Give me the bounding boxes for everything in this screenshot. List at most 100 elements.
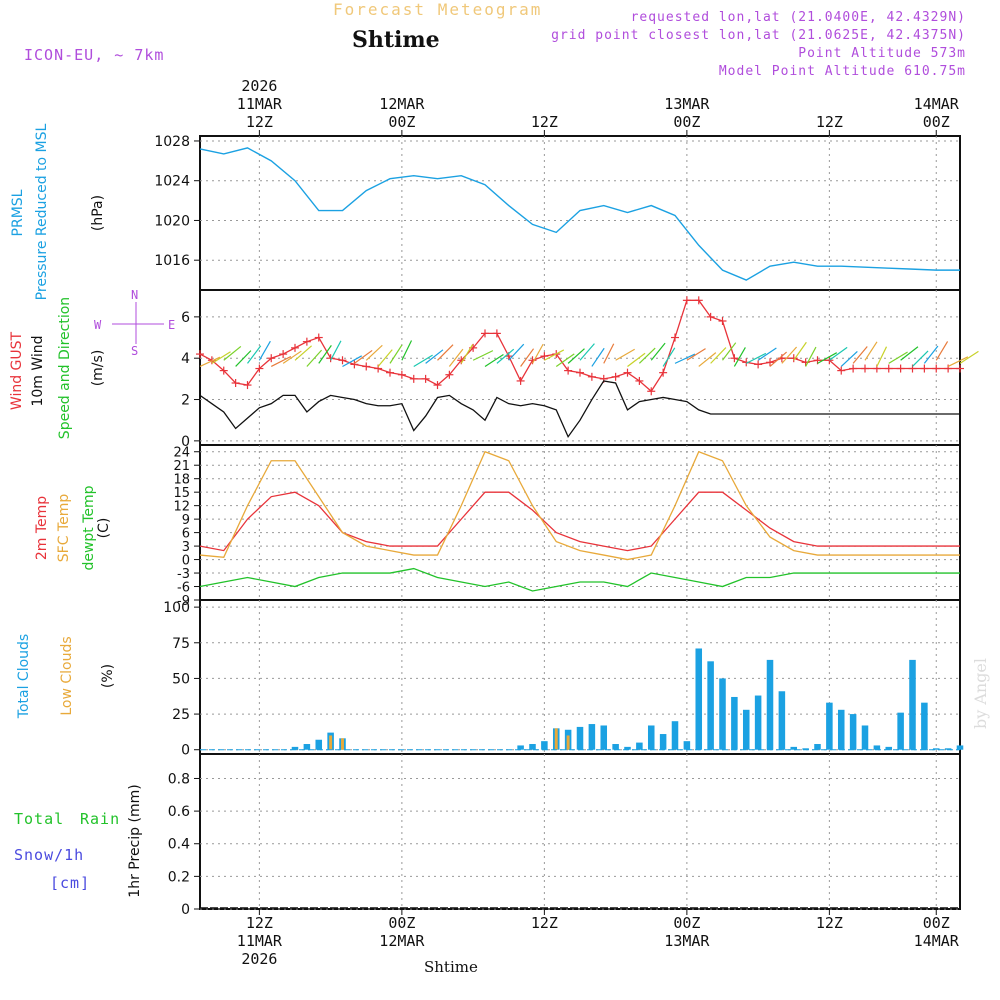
tick-text: 12Z: [245, 113, 273, 131]
tick-text: 12Z: [815, 914, 843, 932]
tick-text: 14MAR: [913, 932, 959, 950]
ytick-label-wind-0: 0: [181, 434, 190, 450]
tick-text: 00Z: [673, 914, 701, 932]
wind-arrow-5: [258, 340, 271, 361]
wind-arrow-30: [555, 353, 575, 367]
ytick-label-temperature-10: 21: [173, 459, 190, 474]
series-line-wind-gust: [199, 299, 960, 393]
total-cloud-bar-16: [647, 725, 655, 750]
ytick-label-temperature-3: 0: [182, 554, 190, 569]
wind-arrow-18: [413, 354, 433, 367]
wind-arrow-25: [496, 348, 515, 364]
ytick-label-precip-4: 0.8: [168, 771, 190, 787]
panel-frame-temperature: [199, 444, 961, 601]
ytick-label-clouds-3: 75: [172, 636, 190, 652]
wind-arrow-4: [247, 345, 262, 364]
total-cloud-bar-40: [932, 748, 940, 750]
wind-arrow-34: [603, 343, 615, 364]
wind-arrow-36: [627, 352, 646, 367]
total-cloud-bar-35: [873, 745, 881, 750]
bottom-tick-0: 12Z 11MAR 2026: [214, 914, 304, 968]
wind-arrow-23: [472, 350, 494, 361]
wind-arrow-6: [270, 355, 292, 368]
tick-text: 13MAR: [664, 95, 710, 113]
top-tick-2: 12Z: [499, 113, 589, 131]
ytick-label-pressure-1: 1020: [154, 213, 190, 229]
total-cloud-bar-21: [707, 661, 714, 750]
wind-arrow-12: [342, 355, 363, 367]
wind-arrow-43: [710, 347, 727, 364]
wind-arrow-26: [508, 343, 525, 361]
total-cloud-bar-11: [588, 724, 596, 750]
tick-text: 00Z: [673, 113, 701, 131]
total-cloud-bar-17: [659, 734, 667, 750]
compass-e: E: [168, 318, 176, 332]
tick-text: 14MAR: [913, 95, 959, 113]
total-cloud-bar-5: [517, 745, 524, 750]
wind-arrow-62: [935, 341, 949, 361]
wind-arrow-0: [199, 356, 221, 368]
tick-text: 00Z: [922, 113, 950, 131]
total-cloud-bar-1: [303, 744, 311, 750]
total-cloud-bar-28: [790, 746, 798, 750]
wind-arrow-58: [888, 351, 908, 364]
wind-arrow-54: [840, 351, 858, 367]
total-cloud-bar-15: [636, 742, 643, 750]
series-line-2m-temp: [199, 491, 960, 552]
ytick-label-temperature-7: 12: [173, 500, 190, 515]
series-line-sfc-temp: [199, 450, 960, 561]
wind-arrow-22: [460, 344, 474, 364]
total-cloud-bar-10: [576, 726, 584, 750]
panel-frame-wind: [199, 289, 961, 446]
gridpoint-coords: grid point closest lon,lat (21.0625E, 42…: [551, 28, 966, 43]
total-cloud-bar-2: [315, 739, 323, 750]
ytick-label-wind-3: 6: [181, 310, 190, 326]
wind-arrow-39: [662, 347, 676, 367]
ytick-label-temperature-5: 6: [182, 527, 190, 542]
tick-text: 12Z: [530, 113, 558, 131]
ytick-label-temperature-11: 24: [173, 446, 190, 461]
low-cloud-bar-3: [566, 735, 570, 750]
low-cloud-bar-1: [341, 738, 344, 750]
total-cloud-bar-38: [909, 659, 916, 750]
series-line-10m-wind: [199, 380, 960, 439]
wind-arrow-11: [330, 340, 342, 361]
precip-snow-unit: [cm]: [50, 874, 91, 892]
wind-arrow-3: [235, 350, 252, 367]
total-cloud-bar-32: [837, 709, 845, 750]
wind-arrow-24: [484, 353, 504, 367]
wind-arrow-8: [294, 345, 312, 361]
wind-arrow-44: [722, 342, 737, 361]
compass-n: N: [131, 288, 139, 302]
ytick-label-temperature-0: -9: [177, 594, 190, 609]
wind-arrow-21: [448, 348, 464, 367]
tick-text: 2026: [241, 950, 278, 968]
wind-arrow-13: [354, 349, 373, 364]
wind-arrow-56: [864, 341, 878, 361]
total-cloud-bar-25: [754, 695, 762, 750]
wind-arrow-46: [745, 352, 767, 364]
ytick-label-clouds-4: 100: [163, 600, 190, 616]
top-tick-0: 2026 11MAR 12Z: [214, 77, 304, 131]
compass-rose-icon: [112, 302, 164, 344]
tick-text: 00Z: [922, 914, 950, 932]
total-cloud-bar-34: [861, 725, 869, 750]
ytick-label-clouds-1: 25: [172, 707, 190, 723]
model-altitude: Model Point Altitude 610.75m: [718, 64, 966, 79]
location-title: Shtime: [352, 27, 440, 53]
wind-arrow-27: [520, 348, 535, 367]
wind-arrow-10: [318, 345, 332, 364]
total-cloud-bar-42: [956, 745, 964, 750]
tick-text: 12MAR: [379, 95, 425, 113]
panel-frame-precip: [199, 753, 961, 910]
total-cloud-bar-7: [541, 741, 548, 750]
wind-arrow-7: [282, 350, 302, 364]
total-cloud-bar-24: [742, 709, 750, 750]
total-cloud-bar-39: [921, 702, 928, 750]
wind-arrow-51: [805, 346, 817, 367]
wind-arrow-1: [211, 351, 231, 364]
total-cloud-bar-41: [944, 748, 952, 750]
total-cloud-bar-36: [885, 746, 893, 750]
total-cloud-bar-26: [766, 659, 774, 750]
